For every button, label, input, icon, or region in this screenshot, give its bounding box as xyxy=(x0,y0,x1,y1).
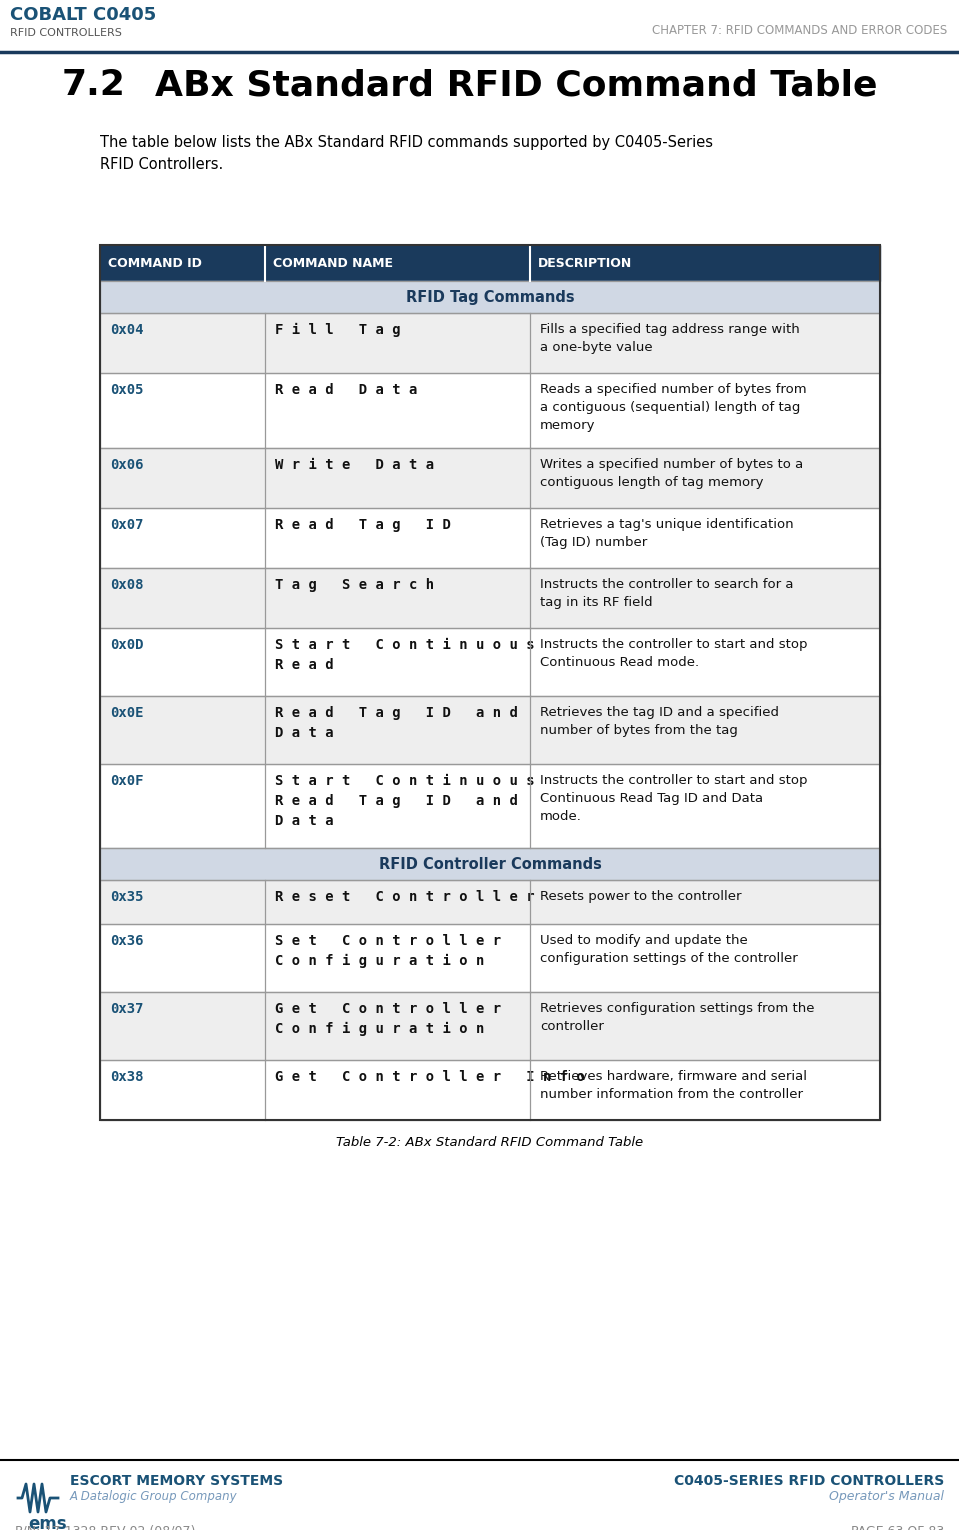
Bar xyxy=(100,848,880,880)
Text: 0x37: 0x37 xyxy=(110,1002,144,1016)
Bar xyxy=(100,568,880,627)
Bar xyxy=(100,880,880,924)
Text: 0x05: 0x05 xyxy=(110,382,144,396)
Text: CHAPTER 7: RFID COMMANDS AND ERROR CODES: CHAPTER 7: RFID COMMANDS AND ERROR CODES xyxy=(652,23,947,37)
Text: 0x35: 0x35 xyxy=(110,890,144,904)
Bar xyxy=(100,373,880,448)
Bar xyxy=(100,763,880,848)
Text: Used to modify and update the
configuration settings of the controller: Used to modify and update the configurat… xyxy=(540,933,798,965)
Text: R e a d   T a g   I D: R e a d T a g I D xyxy=(275,519,451,532)
Bar xyxy=(100,245,880,282)
Text: T a g   S e a r c h: T a g S e a r c h xyxy=(275,578,434,592)
Text: ABx Standard RFID Command Table: ABx Standard RFID Command Table xyxy=(155,67,877,103)
Text: Operator's Manual: Operator's Manual xyxy=(829,1490,944,1502)
Text: 7.2: 7.2 xyxy=(62,67,126,103)
Text: S t a r t   C o n t i n u o u s
R e a d   T a g   I D   a n d
D a t a: S t a r t C o n t i n u o u s R e a d T … xyxy=(275,774,534,828)
Text: G e t   C o n t r o l l e r
C o n f i g u r a t i o n: G e t C o n t r o l l e r C o n f i g u … xyxy=(275,1002,502,1036)
Text: Retrieves configuration settings from the
controller: Retrieves configuration settings from th… xyxy=(540,1002,814,1033)
Bar xyxy=(0,0,959,52)
Text: Resets power to the controller: Resets power to the controller xyxy=(540,890,741,903)
Bar xyxy=(100,924,880,991)
Text: RFID CONTROLLERS: RFID CONTROLLERS xyxy=(10,28,122,38)
Text: 0x36: 0x36 xyxy=(110,933,144,949)
Text: A Datalogic Group Company: A Datalogic Group Company xyxy=(70,1490,238,1502)
Bar xyxy=(100,282,880,314)
Bar xyxy=(100,880,880,924)
Text: Retrieves the tag ID and a specified
number of bytes from the tag: Retrieves the tag ID and a specified num… xyxy=(540,705,779,737)
Bar xyxy=(100,991,880,1060)
Text: 0x06: 0x06 xyxy=(110,457,144,471)
Text: 0x0F: 0x0F xyxy=(110,774,144,788)
Text: COMMAND ID: COMMAND ID xyxy=(108,257,202,269)
Bar xyxy=(100,448,880,508)
Text: Fills a specified tag address range with
a one-byte value: Fills a specified tag address range with… xyxy=(540,323,800,353)
Text: Table 7-2: ABx Standard RFID Command Table: Table 7-2: ABx Standard RFID Command Tab… xyxy=(337,1135,643,1149)
Text: 0x38: 0x38 xyxy=(110,1069,144,1083)
Text: Retrieves a tag's unique identification
(Tag ID) number: Retrieves a tag's unique identification … xyxy=(540,519,794,549)
Bar xyxy=(100,448,880,508)
Text: P/N: 17-1328 REV 02 (08/07): P/N: 17-1328 REV 02 (08/07) xyxy=(15,1525,196,1530)
Bar xyxy=(100,1060,880,1120)
Bar xyxy=(100,508,880,568)
Text: COMMAND NAME: COMMAND NAME xyxy=(273,257,393,269)
Bar xyxy=(100,314,880,373)
Bar xyxy=(100,508,880,568)
Text: The table below lists the ABx Standard RFID commands supported by C0405-Series
R: The table below lists the ABx Standard R… xyxy=(100,135,713,173)
Text: Reads a specified number of bytes from
a contiguous (sequential) length of tag
m: Reads a specified number of bytes from a… xyxy=(540,382,807,431)
Bar xyxy=(100,763,880,848)
Bar xyxy=(100,991,880,1060)
Text: W r i t e   D a t a: W r i t e D a t a xyxy=(275,457,434,471)
Text: S e t   C o n t r o l l e r
C o n f i g u r a t i o n: S e t C o n t r o l l e r C o n f i g u … xyxy=(275,933,502,968)
Text: Instructs the controller to start and stop
Continuous Read mode.: Instructs the controller to start and st… xyxy=(540,638,807,669)
Text: F i l l   T a g: F i l l T a g xyxy=(275,323,401,337)
Text: G e t   C o n t r o l l e r   I n f o: G e t C o n t r o l l e r I n f o xyxy=(275,1069,585,1083)
Bar xyxy=(100,568,880,627)
Text: R e s e t   C o n t r o l l e r: R e s e t C o n t r o l l e r xyxy=(275,890,534,904)
Text: R e a d   D a t a: R e a d D a t a xyxy=(275,382,417,396)
Bar xyxy=(100,627,880,696)
Text: 0x0E: 0x0E xyxy=(110,705,144,721)
Bar xyxy=(100,314,880,373)
Bar xyxy=(100,373,880,448)
Text: Instructs the controller to search for a
tag in its RF field: Instructs the controller to search for a… xyxy=(540,578,793,609)
Bar xyxy=(100,848,880,880)
Text: RFID Tag Commands: RFID Tag Commands xyxy=(406,289,574,304)
Text: 0x0D: 0x0D xyxy=(110,638,144,652)
Text: PAGE 63 OF 83: PAGE 63 OF 83 xyxy=(851,1525,944,1530)
Text: RFID Controller Commands: RFID Controller Commands xyxy=(379,857,601,872)
Bar xyxy=(100,924,880,991)
Bar xyxy=(100,696,880,763)
Text: 0x07: 0x07 xyxy=(110,519,144,532)
Text: ems: ems xyxy=(28,1515,66,1530)
Text: R e a d   T a g   I D   a n d
D a t a: R e a d T a g I D a n d D a t a xyxy=(275,705,518,741)
Text: Writes a specified number of bytes to a
contiguous length of tag memory: Writes a specified number of bytes to a … xyxy=(540,457,804,490)
Text: Retrieves hardware, firmware and serial
number information from the controller: Retrieves hardware, firmware and serial … xyxy=(540,1069,807,1102)
Bar xyxy=(100,627,880,696)
Bar xyxy=(100,696,880,763)
Text: 0x08: 0x08 xyxy=(110,578,144,592)
Text: ESCORT MEMORY SYSTEMS: ESCORT MEMORY SYSTEMS xyxy=(70,1473,283,1489)
Text: C0405-SERIES RFID CONTROLLERS: C0405-SERIES RFID CONTROLLERS xyxy=(674,1473,944,1489)
Text: COBALT C0405: COBALT C0405 xyxy=(10,6,156,24)
Text: Instructs the controller to start and stop
Continuous Read Tag ID and Data
mode.: Instructs the controller to start and st… xyxy=(540,774,807,823)
Bar xyxy=(100,282,880,314)
Text: DESCRIPTION: DESCRIPTION xyxy=(538,257,632,269)
Text: S t a r t   C o n t i n u o u s
R e a d: S t a r t C o n t i n u o u s R e a d xyxy=(275,638,534,672)
Bar xyxy=(100,1060,880,1120)
Text: 0x04: 0x04 xyxy=(110,323,144,337)
Bar xyxy=(100,245,880,1120)
